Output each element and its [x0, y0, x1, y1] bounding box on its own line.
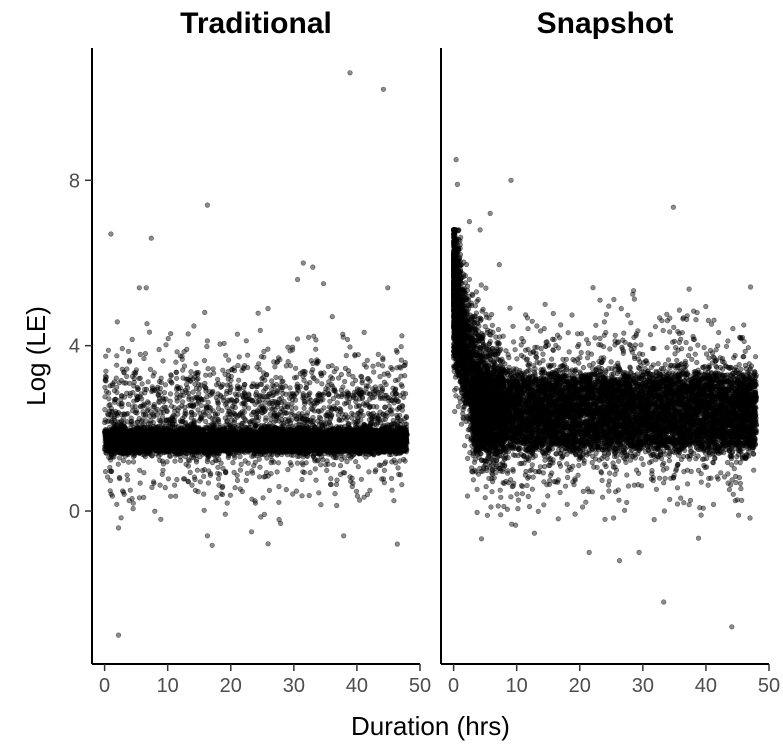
data-point	[220, 432, 226, 438]
data-point	[185, 438, 191, 444]
data-point	[233, 449, 239, 456]
data-point	[290, 428, 296, 434]
data-point	[129, 434, 135, 440]
data-point	[404, 432, 410, 438]
data-point	[274, 452, 280, 458]
data-point	[207, 445, 213, 451]
data-point	[322, 446, 328, 453]
data-point	[190, 439, 196, 445]
points-traditional	[101, 70, 410, 638]
data-point	[308, 443, 314, 450]
data-point	[161, 445, 167, 451]
data-point	[216, 451, 222, 457]
data-point	[311, 437, 317, 443]
panel-title-traditional: Traditional	[180, 7, 332, 40]
data-point	[199, 440, 205, 446]
data-point	[214, 429, 220, 435]
data-point	[263, 431, 269, 438]
panel-traditional: Traditional 0 10 20 30 40 50	[91, 7, 431, 697]
data-point	[209, 439, 215, 445]
data-point	[280, 449, 286, 455]
data-point	[318, 451, 324, 457]
data-point	[380, 429, 386, 436]
data-point	[108, 449, 114, 455]
data-point	[213, 444, 219, 450]
data-point	[217, 435, 223, 442]
data-point	[224, 432, 230, 438]
data-point	[319, 429, 325, 435]
data-point	[161, 449, 167, 456]
